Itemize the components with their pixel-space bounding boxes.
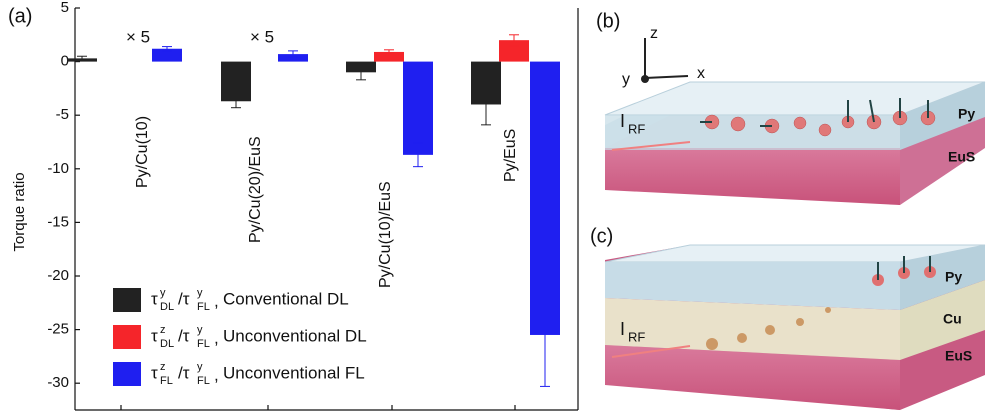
legend-symbol: τ — [151, 363, 158, 382]
legend-symbol: /τ — [178, 289, 190, 308]
y-tick-label: -30 — [47, 374, 69, 391]
legend-label: Unconventional DL — [223, 326, 367, 345]
axis-name: y — [622, 71, 630, 88]
annotation: × 5 — [250, 27, 274, 46]
layer-label: EuS — [945, 348, 972, 364]
legend-symbol: FL — [160, 375, 173, 387]
legend-symbol: , — [214, 365, 219, 384]
annotation: × 5 — [126, 27, 150, 46]
y-tick-label: -15 — [47, 213, 69, 230]
y-tick-label: 5 — [61, 0, 69, 16]
current-label: I — [620, 111, 625, 131]
y-axis-label: Torque ratio — [11, 172, 28, 251]
axes-icon — [645, 38, 688, 78]
axis-name: z — [650, 25, 658, 42]
axis-origin — [641, 75, 649, 83]
legend-symbol: , — [214, 328, 219, 347]
legend-symbol: z — [160, 324, 166, 336]
y-tick-label: -20 — [47, 267, 69, 284]
layer-py-front — [605, 115, 900, 150]
legend-symbol: z — [160, 361, 166, 373]
layer-label: Py — [958, 106, 975, 122]
legend-symbol: /τ — [178, 363, 190, 382]
legend-symbol: FL — [197, 375, 210, 387]
layer-label: Cu — [943, 311, 962, 327]
legend-symbol: /τ — [178, 326, 190, 345]
bar — [403, 62, 433, 155]
legend-swatch — [113, 362, 141, 386]
legend-symbol: y — [160, 287, 166, 299]
legend-symbol: y — [197, 361, 203, 373]
legend-label: Conventional DL — [223, 289, 349, 308]
legend-swatch — [113, 288, 141, 312]
panel-label: (a) — [8, 5, 32, 27]
category-label: Py/Cu(20)/EuS — [247, 136, 264, 243]
layer-label: EuS — [948, 149, 975, 165]
legend-symbol: FL — [197, 301, 210, 313]
legend-symbol: DL — [160, 301, 174, 313]
diagram-b: (b) z y x Py EuS I RF — [596, 10, 985, 205]
category-label: Py/Cu(10)/EuS — [377, 181, 394, 288]
panel-label: (b) — [596, 10, 620, 32]
legend-label: Unconventional FL — [223, 363, 365, 382]
layer-eus-front — [605, 148, 900, 205]
legend-symbol: y — [197, 287, 203, 299]
current-label-sub: RF — [628, 329, 645, 344]
y-tick-label: -5 — [56, 106, 69, 123]
legend-symbol: FL — [197, 338, 210, 350]
legend-symbol: DL — [160, 338, 174, 350]
current-label-sub: RF — [628, 121, 645, 136]
current-label: I — [620, 319, 625, 339]
category-label: Py/EuS — [502, 129, 519, 182]
legend-swatch — [113, 325, 141, 349]
figure: (a) Torque ratio (b) z y x Py EuS I RF — [0, 0, 987, 419]
axis-name: x — [697, 65, 705, 82]
diagram-c: (c) Py Cu EuS I RF — [590, 225, 985, 410]
legend-symbol: y — [197, 324, 203, 336]
legend-symbol: τ — [151, 326, 158, 345]
panel-label: (c) — [590, 225, 613, 247]
legend-symbol: , — [214, 291, 219, 310]
y-tick-label: -10 — [47, 160, 69, 177]
layer-label: Py — [945, 269, 962, 285]
category-label: Py/Cu(10) — [134, 116, 151, 188]
y-tick-label: -25 — [47, 321, 69, 338]
legend-symbol: τ — [151, 289, 158, 308]
